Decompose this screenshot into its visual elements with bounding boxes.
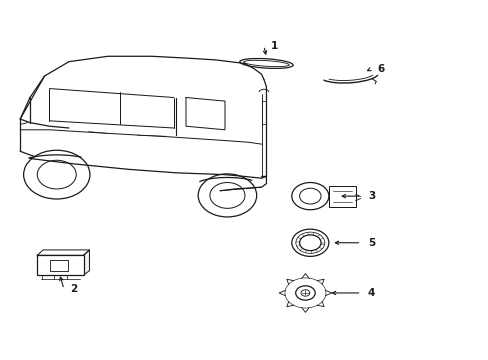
Text: 5: 5: [367, 238, 374, 248]
Circle shape: [299, 235, 321, 251]
Circle shape: [299, 188, 321, 204]
Text: 3: 3: [367, 191, 374, 201]
Bar: [50, 260, 68, 271]
Text: 4: 4: [367, 288, 374, 298]
Polygon shape: [37, 250, 89, 255]
Circle shape: [295, 286, 315, 300]
Text: 6: 6: [377, 64, 384, 74]
Text: 2: 2: [70, 284, 78, 294]
Bar: [37, 255, 83, 275]
Bar: [328, 186, 355, 207]
Polygon shape: [83, 250, 89, 275]
Text: 1: 1: [270, 41, 277, 50]
